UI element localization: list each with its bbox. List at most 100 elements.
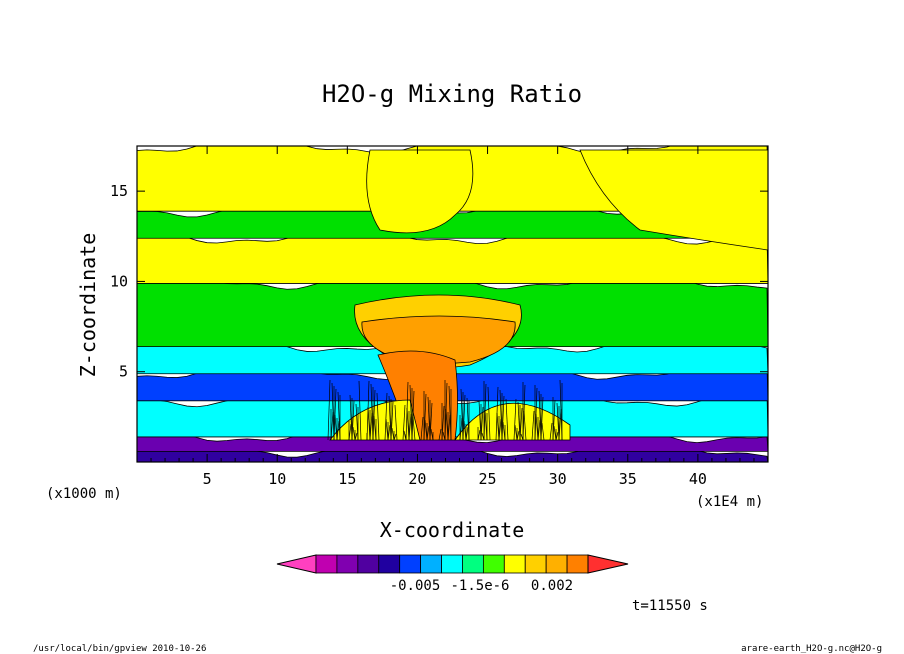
colorbar-segment (566, 554, 589, 574)
colorbar-label: -0.005 (390, 578, 441, 594)
turbulence-line (513, 398, 517, 441)
time-label: t=11550 s (632, 598, 708, 614)
turbulence-line (459, 417, 463, 441)
colorbar-arrow-left (276, 554, 317, 574)
footer-right: arare-earth_H2O-g.nc@H2O-g (741, 644, 882, 654)
y-axis-title: Z-coordinate (76, 233, 100, 378)
colorbar-segment (462, 554, 484, 574)
x-tick-label: 15 (338, 470, 356, 488)
colorbar-segment (420, 554, 442, 574)
contour-blob (579, 149, 768, 251)
convective-core (377, 350, 458, 441)
turbulence-line (480, 406, 484, 441)
turbulence-line (405, 381, 409, 441)
turbulence-line (426, 425, 430, 441)
colorbar-segment (441, 554, 463, 574)
turbulence-line (495, 386, 499, 441)
y-tick-label: 15 (110, 182, 128, 200)
x-tick-label: 35 (619, 470, 637, 488)
x-tick-label: 25 (479, 470, 497, 488)
turbulence-line (447, 414, 451, 441)
turbulence-line (402, 404, 406, 441)
turbulence-line (505, 398, 509, 441)
turbulence-line (534, 387, 538, 441)
turbulence-line (487, 386, 491, 441)
colorbar-segment (399, 554, 422, 574)
colorbar-arrow-right (587, 554, 629, 574)
turbulence-line (423, 393, 427, 441)
turbulence-line (358, 380, 362, 441)
turbulence-line (376, 392, 380, 441)
turbulence-line (501, 395, 505, 441)
colorbar-segment (545, 554, 568, 574)
turbulence-line (429, 402, 433, 441)
turbulence-line (549, 422, 553, 441)
turbulence-line (412, 416, 416, 441)
x-axis-title: X-coordinate (380, 518, 525, 542)
colorbar-label: 0.002 (531, 578, 573, 594)
x-tick-label: 5 (203, 470, 212, 488)
turbulence-line (372, 389, 376, 441)
turbulence-line (384, 392, 388, 441)
turbulence-line (555, 431, 559, 441)
turbulence-line (366, 380, 370, 441)
turbulence-line (558, 408, 562, 441)
chart-title: H2O-g Mixing Ratio (322, 80, 582, 108)
colorbar: -0.005 -1.5e-6 0.002 (276, 554, 629, 594)
turbulence-line (537, 419, 541, 441)
x-tick-label: 40 (689, 470, 707, 488)
turbulence-line (531, 410, 535, 441)
turbulence-line (351, 400, 355, 441)
turbulence-line (540, 396, 544, 441)
x-tick-label: 10 (268, 470, 286, 488)
turbulence-line (393, 433, 397, 441)
footer-left: /usr/local/bin/gpview 2010-10-26 (33, 644, 206, 654)
contour-band (137, 227, 768, 284)
turbulence-line (477, 429, 481, 441)
colorbar-label: -1.5e-6 (450, 578, 509, 594)
colorbar-segment (503, 554, 526, 574)
contour-fill (137, 146, 768, 462)
colorbar-segment (336, 554, 359, 574)
plot-area (136, 145, 769, 463)
turbulence-line (444, 382, 448, 441)
turbulence-line (390, 401, 394, 441)
turbulence-line (394, 404, 398, 441)
y-tick-label: 10 (110, 272, 128, 290)
contour-blob (366, 149, 474, 234)
x-tick-label: 30 (549, 470, 567, 488)
y-axis-unit: (x1000 m) (46, 486, 122, 502)
turbulence-line (523, 410, 527, 441)
turbulence-line (462, 394, 466, 441)
colorbar-segment (482, 554, 505, 574)
turbulence-line (438, 428, 442, 441)
turbulence-line (516, 430, 520, 441)
x-tick-label: 20 (408, 470, 426, 488)
turbulence-line (498, 418, 502, 441)
colorbar-segment (524, 554, 547, 574)
turbulence-line (519, 407, 523, 441)
turbulence-line (387, 424, 391, 441)
turbulence-line (330, 411, 334, 441)
turbulence-line (333, 388, 337, 441)
axes: 5 10 15 20 25 30 35 40 5 10 15 (110, 146, 768, 488)
turbulence-line (411, 390, 415, 441)
turbulence-line (483, 383, 487, 441)
turbulence-line (336, 420, 340, 441)
turbulence-line (354, 432, 358, 441)
turbulence-line (420, 416, 424, 441)
turbulence-line (369, 412, 373, 441)
y-tick-label: 5 (119, 363, 128, 381)
colorbar-segment (357, 554, 380, 574)
turbulence-line (441, 405, 445, 441)
turbulence-line (541, 422, 545, 441)
plot-frame (136, 145, 769, 463)
turbulence-line (348, 423, 352, 441)
turbulence-line (522, 384, 526, 441)
colorbar-segment (315, 554, 338, 574)
turbulence-line (327, 379, 331, 441)
colorbar-segment (378, 554, 401, 574)
turbulence-line (552, 399, 556, 441)
turbulence-line (408, 413, 412, 441)
